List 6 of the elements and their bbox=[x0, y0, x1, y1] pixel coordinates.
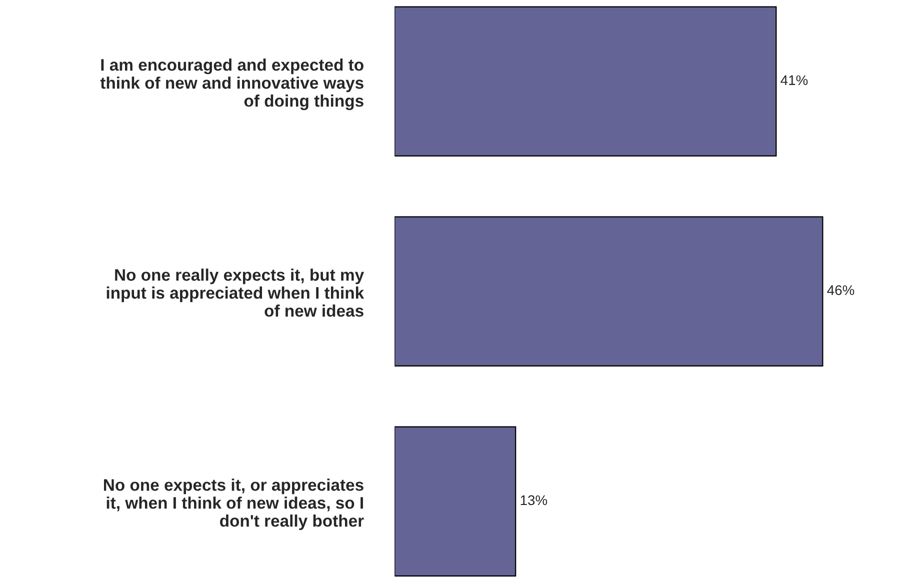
y-tick-label: I am encouraged and expected to think of new and innovative ways of doing things bbox=[100, 58, 364, 110]
data-label: 41% bbox=[780, 75, 808, 86]
data-label: 13% bbox=[520, 495, 548, 506]
y-tick-label: No one really expects it, but my input is appreciated when I think of new ideas bbox=[106, 268, 364, 317]
data-label: 46% bbox=[827, 285, 854, 296]
y-tick-label: No one expects it, or appreciates it, when I think of new ideas, so I don't really bother bbox=[104, 478, 364, 530]
